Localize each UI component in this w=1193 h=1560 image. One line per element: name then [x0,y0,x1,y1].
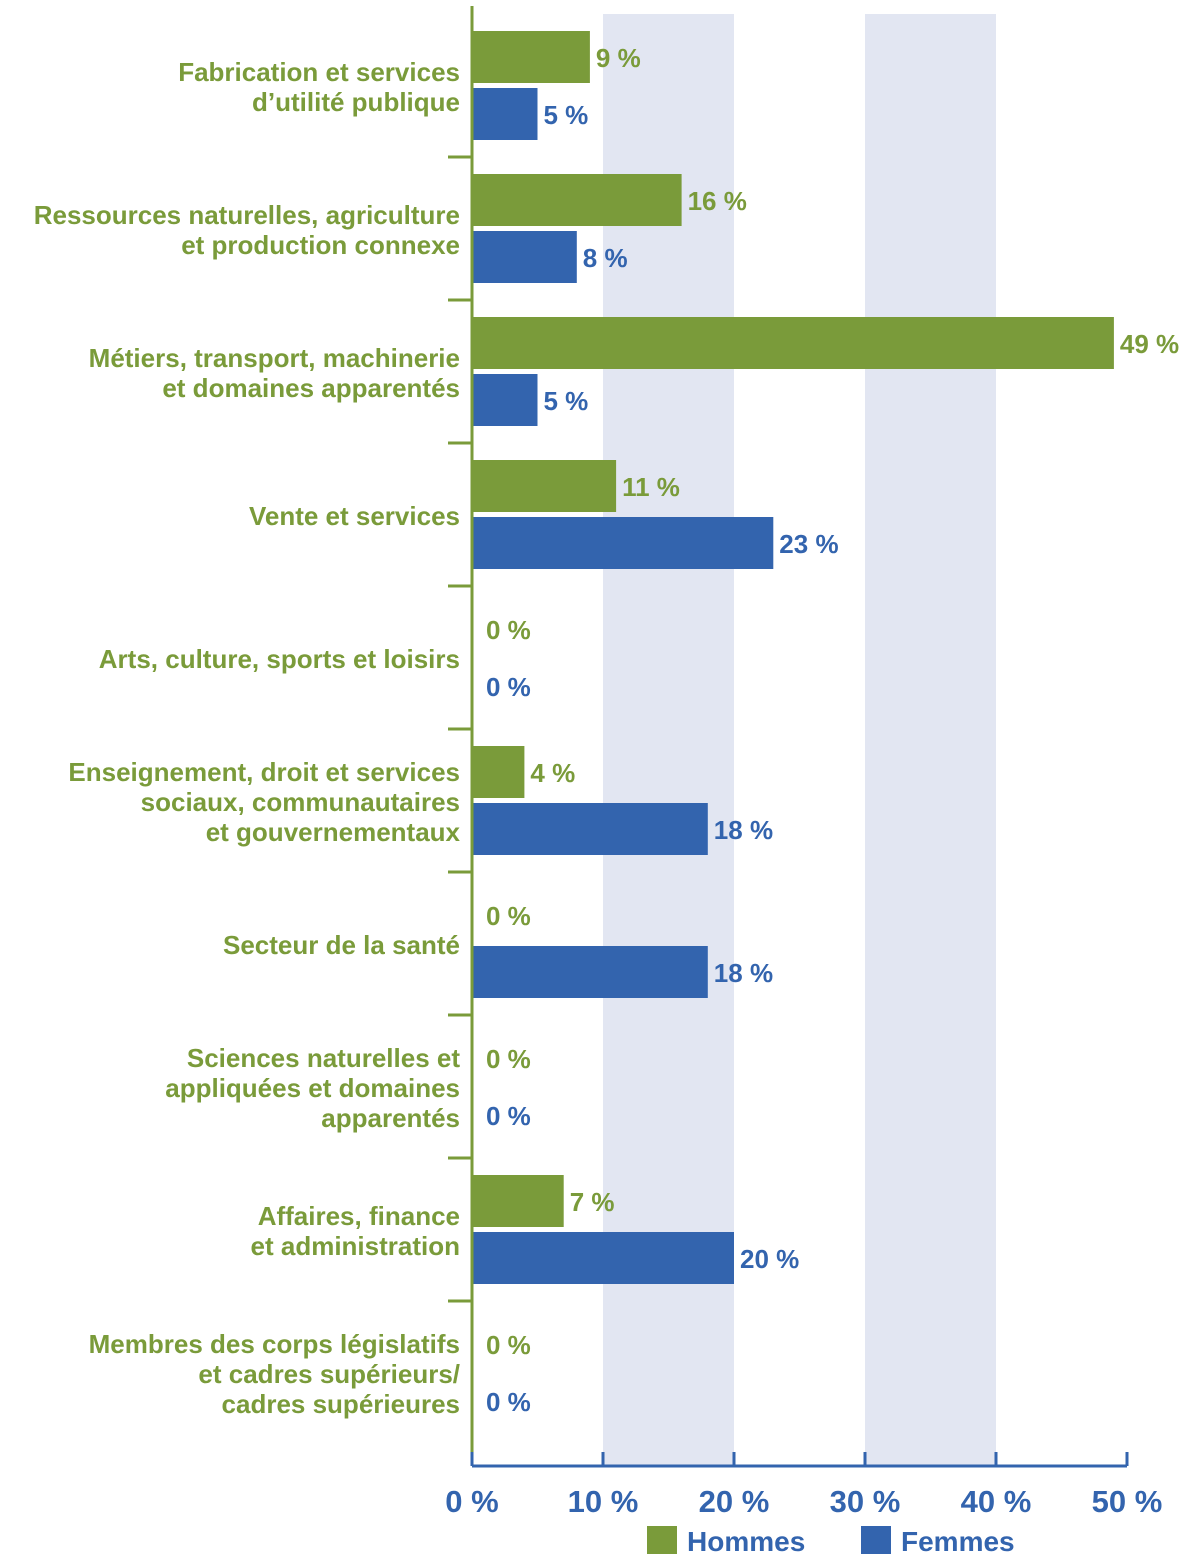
axes-group: 0 % 10 % 20 % 30 % 40 % 50 % [445,6,1162,1519]
category-label-line: d’utilité publique [252,87,460,117]
category-label-line: et administration [251,1231,460,1261]
bar-hommes-1 [472,31,590,83]
background-band-1 [603,14,734,1466]
value-label-femmes-4: 23 % [779,529,838,559]
category-label-2: Ressources naturelles, agriculture et pro… [34,200,460,260]
x-tick-label-40: 40 % [961,1484,1032,1519]
category-label-4: Vente et services [249,501,460,531]
legend-label-hommes: Hommes [687,1526,805,1557]
bar-femmes-3 [472,374,538,426]
value-label-hommes-4: 11 % [622,472,680,502]
category-label-8: Sciences naturelles et appliquées et doma… [165,1043,460,1133]
category-label-7: Secteur de la santé [223,930,460,960]
value-label-hommes-9: 7 % [570,1187,615,1217]
category-label-line: sociaux, communautaires [141,787,460,817]
category-labels-group: Fabrication et services d’utilité publiqu… [34,57,461,1419]
bar-femmes-2 [472,231,577,283]
bar-hommes-2 [472,174,682,226]
category-label-5: Arts, culture, sports et loisirs [99,644,460,674]
value-label-femmes-9: 20 % [740,1244,799,1274]
category-label-6: Enseignement, droit et services sociaux, … [68,757,460,847]
value-label-hommes-7: 0 % [486,901,531,931]
bar-hommes-4 [472,460,617,512]
category-label-line: Fabrication et services [178,57,460,87]
x-tick-label-10: 10 % [568,1484,639,1519]
bar-femmes-6 [472,803,708,855]
value-label-femmes-5: 0 % [486,672,531,702]
x-tick-label-50: 50 % [1092,1484,1163,1519]
category-label-line: Arts, culture, sports et loisirs [99,644,460,674]
value-label-femmes-10: 0 % [486,1387,531,1417]
legend: Hommes Femmes [647,1526,1015,1557]
background-band-2 [865,14,996,1466]
category-label-line: et domaines apparentés [162,373,460,403]
value-label-femmes-3: 5 % [544,386,589,416]
bar-femmes-7 [472,946,708,998]
category-label-9: Affaires, finance et administration [251,1201,460,1261]
category-label-line: et production connexe [181,230,460,260]
x-tick-label-20: 20 % [699,1484,770,1519]
value-label-femmes-2: 8 % [583,243,628,273]
category-label-line: Sciences naturelles et [187,1043,460,1073]
background-bands [603,14,996,1466]
bars-group [472,31,1114,1284]
value-label-femmes-6: 18 % [714,815,773,845]
value-label-hommes-6: 4 % [530,758,575,788]
category-label-line: Vente et services [249,501,460,531]
category-label-line: Affaires, finance [258,1201,460,1231]
bar-hommes-9 [472,1175,564,1227]
category-label-line: apparentés [321,1103,460,1133]
value-label-hommes-10: 0 % [486,1330,531,1360]
category-label-line: Membres des corps législatifs [89,1329,460,1359]
category-label-line: cadres supérieures [222,1389,460,1419]
category-label-line: Enseignement, droit et services [68,757,460,787]
value-label-hommes-2: 16 % [688,186,747,216]
category-label-line: Métiers, transport, machinerie [89,343,460,373]
value-label-femmes-7: 18 % [714,958,773,988]
category-label-1: Fabrication et services d’utilité publiqu… [178,57,460,117]
category-label-line: et cadres supérieurs/ [198,1359,460,1389]
bar-femmes-4 [472,517,774,569]
legend-swatch-hommes [647,1526,677,1554]
value-label-femmes-8: 0 % [486,1101,531,1131]
category-label-line: appliquées et domaines [165,1073,460,1103]
legend-swatch-femmes [861,1526,891,1554]
x-tick-label-0: 0 % [445,1484,498,1519]
bar-hommes-6 [472,746,525,798]
value-label-hommes-3: 49 % [1120,329,1179,359]
category-label-3: Métiers, transport, machinerie et domaine… [89,343,460,403]
category-label-10: Membres des corps législatifs et cadres s… [89,1329,460,1419]
x-tick-label-30: 30 % [830,1484,901,1519]
category-label-line: et gouvernementaux [206,817,461,847]
category-label-line: Secteur de la santé [223,930,460,960]
bar-femmes-1 [472,88,538,140]
bar-femmes-9 [472,1232,734,1284]
bar-hommes-3 [472,317,1114,369]
value-label-hommes-5: 0 % [486,615,531,645]
value-label-hommes-8: 0 % [486,1044,531,1074]
legend-label-femmes: Femmes [901,1526,1015,1557]
value-label-femmes-1: 5 % [544,100,589,130]
value-labels-group: 9 %5 %16 %8 %49 %5 %11 %23 %0 %0 %4 %18 … [486,43,1179,1417]
value-label-hommes-1: 9 % [596,43,641,73]
category-label-line: Ressources naturelles, agriculture [34,200,460,230]
